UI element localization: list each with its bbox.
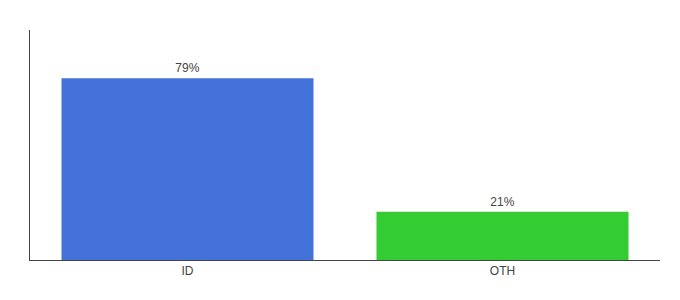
svg-text:ID: ID xyxy=(182,264,194,278)
svg-text:OTH: OTH xyxy=(490,264,515,278)
svg-text:21%: 21% xyxy=(490,195,514,209)
svg-text:79%: 79% xyxy=(175,61,199,75)
